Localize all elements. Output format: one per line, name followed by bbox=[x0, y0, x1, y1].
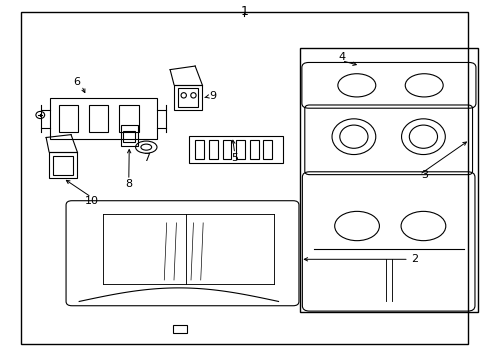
Bar bbox=[89, 105, 108, 132]
Text: 1: 1 bbox=[240, 5, 248, 18]
Bar bbox=[236, 140, 244, 159]
Bar bbox=[50, 98, 157, 139]
Text: 10: 10 bbox=[84, 197, 98, 206]
Bar bbox=[49, 152, 77, 178]
Text: 5: 5 bbox=[231, 153, 238, 163]
Bar bbox=[188, 136, 283, 163]
Bar bbox=[59, 105, 78, 132]
Bar bbox=[53, 156, 73, 175]
Bar bbox=[119, 105, 138, 132]
Text: 3: 3 bbox=[420, 170, 427, 180]
Bar bbox=[174, 85, 202, 111]
Text: 4: 4 bbox=[338, 52, 345, 62]
Bar bbox=[173, 325, 186, 333]
Bar bbox=[120, 125, 138, 146]
Text: 2: 2 bbox=[410, 254, 417, 264]
Bar bbox=[208, 140, 217, 159]
Bar bbox=[178, 88, 198, 107]
Bar bbox=[263, 140, 272, 159]
Bar bbox=[300, 48, 477, 312]
Text: 8: 8 bbox=[125, 179, 132, 189]
Text: 6: 6 bbox=[73, 77, 80, 87]
Bar bbox=[195, 140, 203, 159]
Text: 9: 9 bbox=[209, 91, 216, 101]
Text: 7: 7 bbox=[142, 153, 149, 163]
Bar bbox=[123, 131, 135, 142]
Bar bbox=[249, 140, 258, 159]
Bar bbox=[222, 140, 231, 159]
